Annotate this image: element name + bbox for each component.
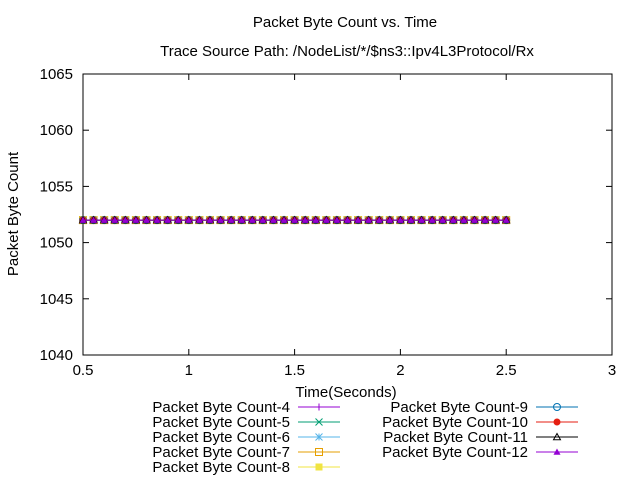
legend-label: Packet Byte Count-5	[152, 414, 290, 431]
data-point	[428, 216, 436, 223]
data-point	[502, 216, 510, 223]
data-point	[164, 216, 172, 223]
data-point	[365, 216, 373, 223]
data-point	[315, 418, 323, 426]
data-point	[470, 216, 478, 223]
x-tick-label: 2	[396, 362, 404, 379]
data-point	[259, 216, 267, 223]
data-point	[280, 216, 288, 223]
data-point	[153, 216, 161, 223]
data-point	[492, 216, 500, 223]
legend-item: Packet Byte Count-10	[382, 414, 578, 431]
data-point	[386, 216, 394, 223]
legend-label: Packet Byte Count-11	[383, 429, 528, 446]
data-point	[174, 216, 182, 223]
data-point	[407, 216, 415, 223]
y-tick-label: 1040	[40, 347, 73, 364]
plot-area: 1040 1045 1050 1055 1060 1065 0.5 1 1.5 2 2.5 3	[40, 66, 617, 379]
data-point	[248, 216, 256, 223]
y-axis-label: Packet Byte Count	[5, 151, 22, 276]
data-point	[111, 216, 119, 223]
data-point	[553, 418, 561, 426]
data-point	[206, 216, 214, 223]
legend-label: Packet Byte Count-12	[382, 444, 528, 461]
data-point	[439, 216, 447, 223]
legend-label: Packet Byte Count-7	[152, 444, 290, 461]
legend-label: Packet Byte Count-4	[152, 399, 290, 416]
plot-frame	[82, 73, 613, 356]
data-point	[301, 216, 309, 223]
data-point	[460, 216, 468, 223]
chart-subtitle: Trace Source Path: /NodeList/*/$ns3::Ipv…	[160, 43, 534, 60]
data-point	[354, 216, 362, 223]
data-point	[217, 216, 225, 223]
series-12	[79, 216, 510, 223]
data-point	[344, 216, 351, 223]
legend-label: Packet Byte Count-8	[152, 459, 290, 476]
x-tick-label: 1.5	[284, 362, 305, 379]
data-point	[418, 216, 426, 223]
data-point	[333, 216, 341, 223]
y-tick-label: 1065	[40, 66, 73, 83]
y-tick-label: 1045	[40, 291, 73, 308]
y-tick-label: 1050	[40, 235, 73, 252]
legend-item: Packet Byte Count-11	[383, 429, 578, 446]
data-point	[132, 216, 140, 223]
data-point	[195, 216, 203, 223]
x-tick-label: 3	[608, 362, 616, 379]
legend-item: Packet Byte Count-4	[152, 399, 340, 416]
legend-label: Packet Byte Count-6	[152, 429, 290, 446]
data-point	[553, 448, 561, 455]
x-tick-label: 2.5	[496, 362, 517, 379]
data-point	[322, 216, 330, 223]
data-point	[238, 216, 246, 223]
data-point	[312, 216, 320, 223]
legend-item: Packet Byte Count-8	[152, 459, 340, 476]
legend-item: Packet Byte Count-5	[152, 414, 340, 431]
data-point	[269, 216, 277, 223]
y-tick-label: 1060	[40, 122, 73, 139]
data-point	[79, 216, 87, 223]
data-point	[375, 216, 383, 223]
x-tick-label: 0.5	[73, 362, 94, 379]
data-point	[315, 463, 323, 471]
data-point	[552, 432, 562, 441]
legend-label: Packet Byte Count-9	[390, 399, 528, 416]
data-point	[142, 216, 150, 223]
data-point	[553, 403, 561, 411]
data-point	[396, 216, 404, 223]
data-point	[481, 216, 489, 223]
x-axis-label: Time(Seconds)	[295, 384, 396, 401]
legend-item: Packet Byte Count-6	[152, 429, 340, 446]
data-point	[315, 433, 323, 441]
data-point	[90, 216, 98, 223]
data-point	[227, 216, 235, 223]
data-point	[291, 216, 299, 223]
legend-item: Packet Byte Count-7	[152, 444, 340, 461]
data-point	[100, 216, 108, 223]
data-point	[185, 216, 193, 223]
legend-item: Packet Byte Count-12	[382, 444, 578, 461]
data-point	[315, 403, 323, 411]
chart-title: Packet Byte Count vs. Time	[253, 14, 437, 31]
y-tick-label: 1055	[40, 178, 73, 195]
data-point	[121, 216, 129, 223]
data-point	[315, 448, 323, 456]
legend-label: Packet Byte Count-10	[382, 414, 528, 431]
x-tick-label: 1	[185, 362, 193, 379]
legend-item: Packet Byte Count-9	[390, 399, 578, 416]
data-point	[449, 216, 457, 223]
